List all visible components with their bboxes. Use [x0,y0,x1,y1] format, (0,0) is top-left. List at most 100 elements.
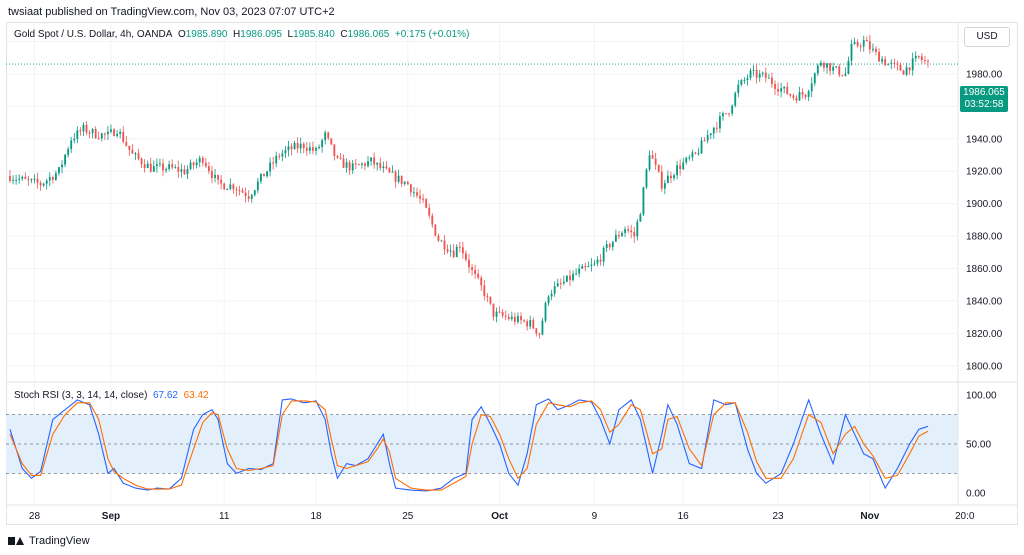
candle-body [817,65,819,73]
candle [294,141,296,150]
candle [144,159,146,172]
candle-body [921,57,923,61]
candle [37,173,39,189]
candle-body [444,241,446,250]
candle-body [125,142,127,146]
candle-body [190,163,192,170]
candle-body [633,232,635,236]
candle-body [70,140,72,149]
candle-body [872,49,874,50]
candle-body [621,233,623,236]
candle-body [110,129,112,131]
candle [538,333,540,339]
candle-body [636,222,638,237]
candle [921,53,923,63]
candle-body [73,139,75,140]
candle-body [590,265,592,266]
candle-body [456,247,458,257]
candle [756,64,758,84]
candle [465,251,467,262]
candle [713,127,715,139]
candle-body [884,59,886,65]
candle-body [881,59,883,61]
candle-body [275,156,277,163]
candle-body [471,267,473,270]
candle [695,152,697,155]
candle-body [165,169,167,170]
candle [159,159,161,167]
candle-body [128,146,130,150]
candle-body [529,320,531,327]
candle-body [208,166,210,171]
price-legend: Gold Spot / U.S. Dollar, 4h, OANDA O1985… [14,29,469,40]
candle [811,77,813,97]
candle-body [229,184,231,189]
candle-body [765,73,767,78]
candle [639,213,641,222]
candle [248,190,250,202]
candle [315,146,317,155]
candle [236,186,238,196]
candle-body [486,296,488,297]
stoch-rsi-title[interactable]: Stoch RSI (3, 3, 14, 14, close) [14,390,147,401]
candle [612,241,614,251]
bar-countdown: 03:52:58 [960,99,1008,111]
candle-body [330,138,332,144]
time-tick-label: 18 [310,511,322,522]
candle-body [15,180,17,181]
candle [722,111,724,120]
candle-body [820,63,822,66]
candle [199,156,201,168]
candle-body [450,251,452,252]
candle [291,143,293,155]
candle [523,319,525,322]
candle-body [196,162,198,165]
candle-body [649,155,651,169]
candle [312,142,314,155]
candle-body [887,64,889,65]
candle-body [535,328,537,333]
candle-body [572,274,574,280]
currency-button[interactable]: USD [964,27,1010,47]
candle-body [131,150,133,154]
candle-body [385,167,387,169]
candle [814,72,816,86]
candle-body [780,88,782,91]
candle [254,190,256,197]
candle-body [783,87,785,89]
candle-body [321,140,323,147]
candle [548,295,550,306]
candle-body [37,179,39,183]
candle [232,183,234,194]
candle [618,231,620,239]
candle [434,224,436,236]
candle [499,306,501,313]
candle-body [297,143,299,148]
tradingview-snapshot: twsiaat published on TradingView.com, No… [0,0,1024,555]
candle [168,161,170,172]
candle [9,170,11,183]
candle-body [670,176,672,179]
symbol-title[interactable]: Gold Spot / U.S. Dollar, 4h, OANDA [14,29,172,40]
candle [79,127,81,136]
candle-body [743,80,745,81]
candle [52,175,54,183]
chart-canvas[interactable]: 1800.001820.001840.001860.001880.001900.… [0,0,1024,555]
candle-body [12,180,14,181]
candle-body [658,165,660,172]
candle [490,296,492,305]
candle-body [9,176,11,181]
candle-body [177,167,179,172]
candle [594,260,596,266]
candle [768,74,770,79]
candle [177,161,179,179]
candle-body [578,269,580,274]
candle-body [811,83,813,91]
candle [906,63,908,76]
candle-body [101,133,103,138]
candle-body [603,248,605,261]
candle [701,137,703,154]
candle [563,275,565,285]
candle-body [618,235,620,236]
candle-body [147,164,149,168]
